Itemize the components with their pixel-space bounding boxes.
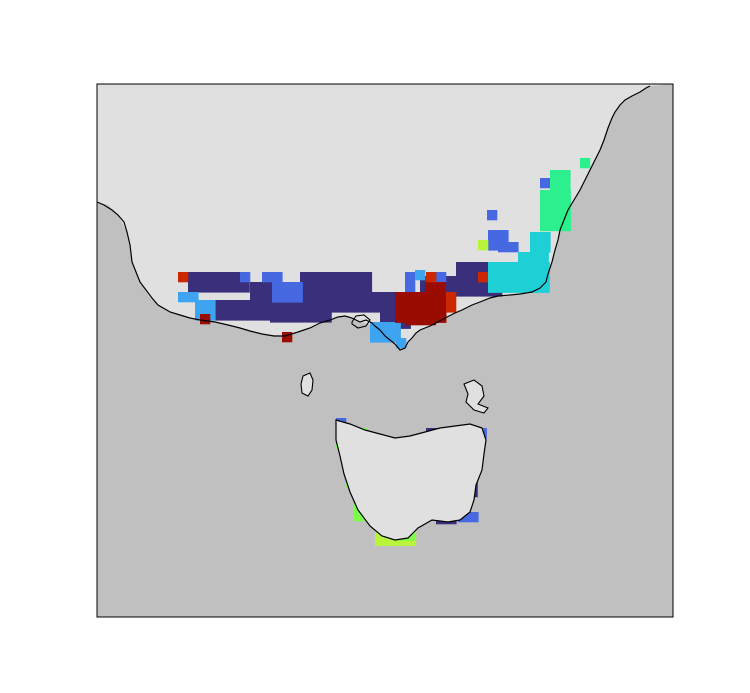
heatmap-cell bbox=[498, 242, 519, 253]
heatmap-cell bbox=[580, 158, 591, 169]
heatmap-cell bbox=[425, 282, 446, 303]
heatmap-cell bbox=[540, 190, 571, 232]
heatmap-cell bbox=[426, 272, 437, 283]
heatmap-cell bbox=[200, 314, 211, 325]
heatmap-cell bbox=[396, 338, 407, 349]
heatmap-cell bbox=[436, 272, 447, 283]
heatmap-cell bbox=[415, 270, 426, 281]
heatmap-cell bbox=[478, 272, 489, 283]
bay-coastline bbox=[351, 314, 371, 329]
heatmap-cell bbox=[240, 272, 251, 283]
king-island bbox=[300, 372, 314, 397]
heatmap-cell bbox=[262, 272, 283, 283]
tasmania-land bbox=[335, 419, 487, 541]
heatmap-cell bbox=[272, 282, 303, 303]
flinders-island bbox=[463, 379, 489, 414]
axes-frame bbox=[96, 83, 674, 618]
heatmap-cell bbox=[178, 272, 189, 283]
heatmap-cell bbox=[446, 292, 457, 313]
heatmap-cell bbox=[178, 292, 199, 303]
heatmap-cell bbox=[518, 252, 549, 273]
heatmap-cell bbox=[458, 512, 479, 523]
heatmap-cell bbox=[370, 322, 401, 343]
mainland-coastline bbox=[96, 85, 651, 351]
heatmap-cell bbox=[405, 315, 436, 326]
heatmap-cell bbox=[478, 240, 489, 251]
heatmap-cell bbox=[530, 232, 551, 253]
heatmap-cell bbox=[540, 178, 551, 189]
heatmap-cell bbox=[270, 302, 332, 323]
heatmap-cell bbox=[188, 272, 250, 293]
heatmap-cell bbox=[405, 272, 416, 293]
heatmap-cell bbox=[550, 170, 571, 191]
heatmap-cell bbox=[487, 210, 498, 221]
heatmap-cell bbox=[282, 332, 293, 343]
